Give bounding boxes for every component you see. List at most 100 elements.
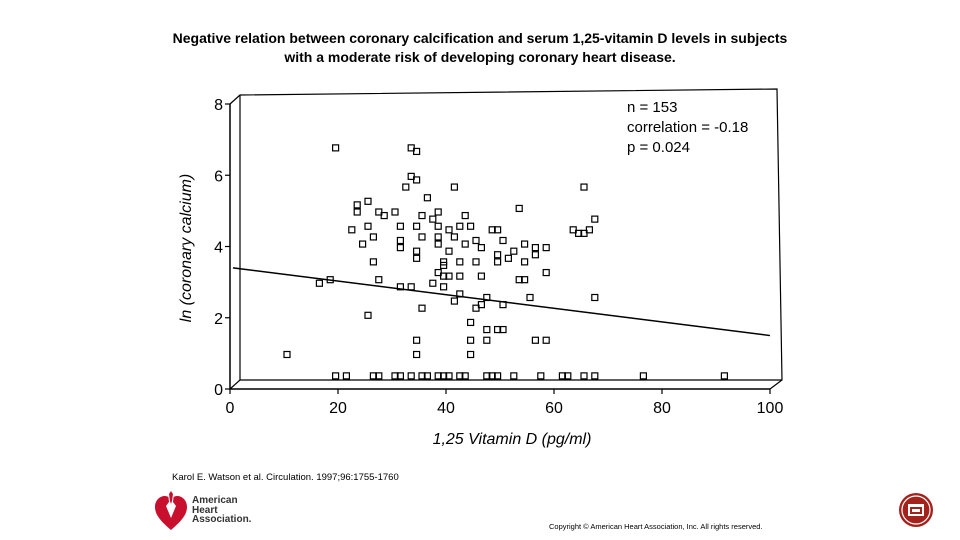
data-point [364,197,372,205]
data-point [564,372,572,380]
data-point [456,222,464,230]
data-point [450,233,458,241]
data-point [472,304,480,312]
data-point [391,208,399,216]
heart-torch-icon [155,490,187,530]
data-point [531,336,540,344]
stat-annotation: p = 0.024 [627,139,690,156]
data-point [542,268,550,277]
data-point [375,372,383,380]
data-point [332,372,340,380]
data-point [315,279,323,287]
data-point [348,226,356,234]
data-point [407,372,415,380]
data-point [477,272,485,280]
data-point [353,208,361,216]
data-point [520,276,529,284]
axis-depth-edge [229,379,241,390]
data-point [423,194,431,202]
slide-title-line2: with a moderate risk of developing coron… [284,49,676,65]
data-point [456,290,464,298]
aha-logo-text: American Heart Association. [192,496,251,525]
data-point [434,240,442,248]
x-tick-label: 60 [545,400,563,417]
data-point [413,254,421,262]
data-point [494,325,502,334]
data-point [396,283,404,291]
data-point [375,276,383,284]
data-point [407,283,415,291]
data-point [467,336,475,344]
data-point [461,211,469,220]
data-point [440,283,448,291]
data-point [391,372,399,380]
data-point [467,222,475,230]
data-point [332,144,340,152]
data-point [639,372,648,380]
data-point [591,293,599,302]
x-tick-label: 80 [653,400,671,417]
data-point [450,183,458,191]
data-point [440,261,448,270]
data-point [526,293,534,302]
data-point [413,336,421,344]
aha-logo-line2: Heart [192,504,218,516]
data-point [380,211,388,220]
home-icon[interactable] [898,492,934,528]
data-point [531,251,540,259]
data-point [434,372,442,380]
data-point [467,318,475,327]
y-tick-label: 2 [214,311,223,328]
data-point [396,222,404,230]
x-axis-label: 1,25 Vitamin D (pg/ml) [433,431,592,448]
data-point [499,236,507,245]
copyright: Copyright © American Heart Association, … [549,522,763,531]
data-point [494,251,502,259]
data-point [369,372,377,380]
data-point [396,236,404,245]
y-tick-label: 6 [214,168,223,185]
x-tick-label: 100 [757,400,784,417]
data-point [542,244,550,252]
data-point [402,183,410,191]
data-point [413,247,421,255]
data-point [364,311,372,319]
y-tick-label: 0 [214,382,223,399]
data-point [418,372,426,380]
data-point [477,244,485,252]
data-point [494,258,502,266]
data-point [440,272,448,280]
data-point [434,233,442,241]
slide-title-line1: Negative relation between coronary calci… [172,30,788,46]
data-point [520,258,529,266]
data-point [353,201,361,209]
data-point [429,215,437,223]
data-point [396,372,404,380]
data-point [413,176,421,184]
citation: Karol E. Watson et al. Circulation. 1997… [172,472,399,483]
data-point [591,215,599,223]
data-point [483,336,491,344]
data-point [429,279,437,287]
data-point [531,244,540,252]
data-point [720,372,729,380]
data-point [472,236,480,245]
stat-annotation: correlation = -0.18 [627,119,748,136]
data-point [440,372,448,380]
data-point [342,372,350,380]
data-point [413,222,421,230]
data-point [445,247,453,255]
data-point [483,325,491,334]
data-point [499,325,507,334]
data-point [542,336,550,344]
data-point [591,372,599,380]
aha-logo-line1: American [192,495,238,506]
data-point [499,301,507,309]
data-point [488,226,496,234]
data-point [445,272,453,280]
x-tick-label: 20 [329,400,347,417]
data-point [488,372,496,380]
data-point [558,372,567,380]
data-point [445,372,453,380]
